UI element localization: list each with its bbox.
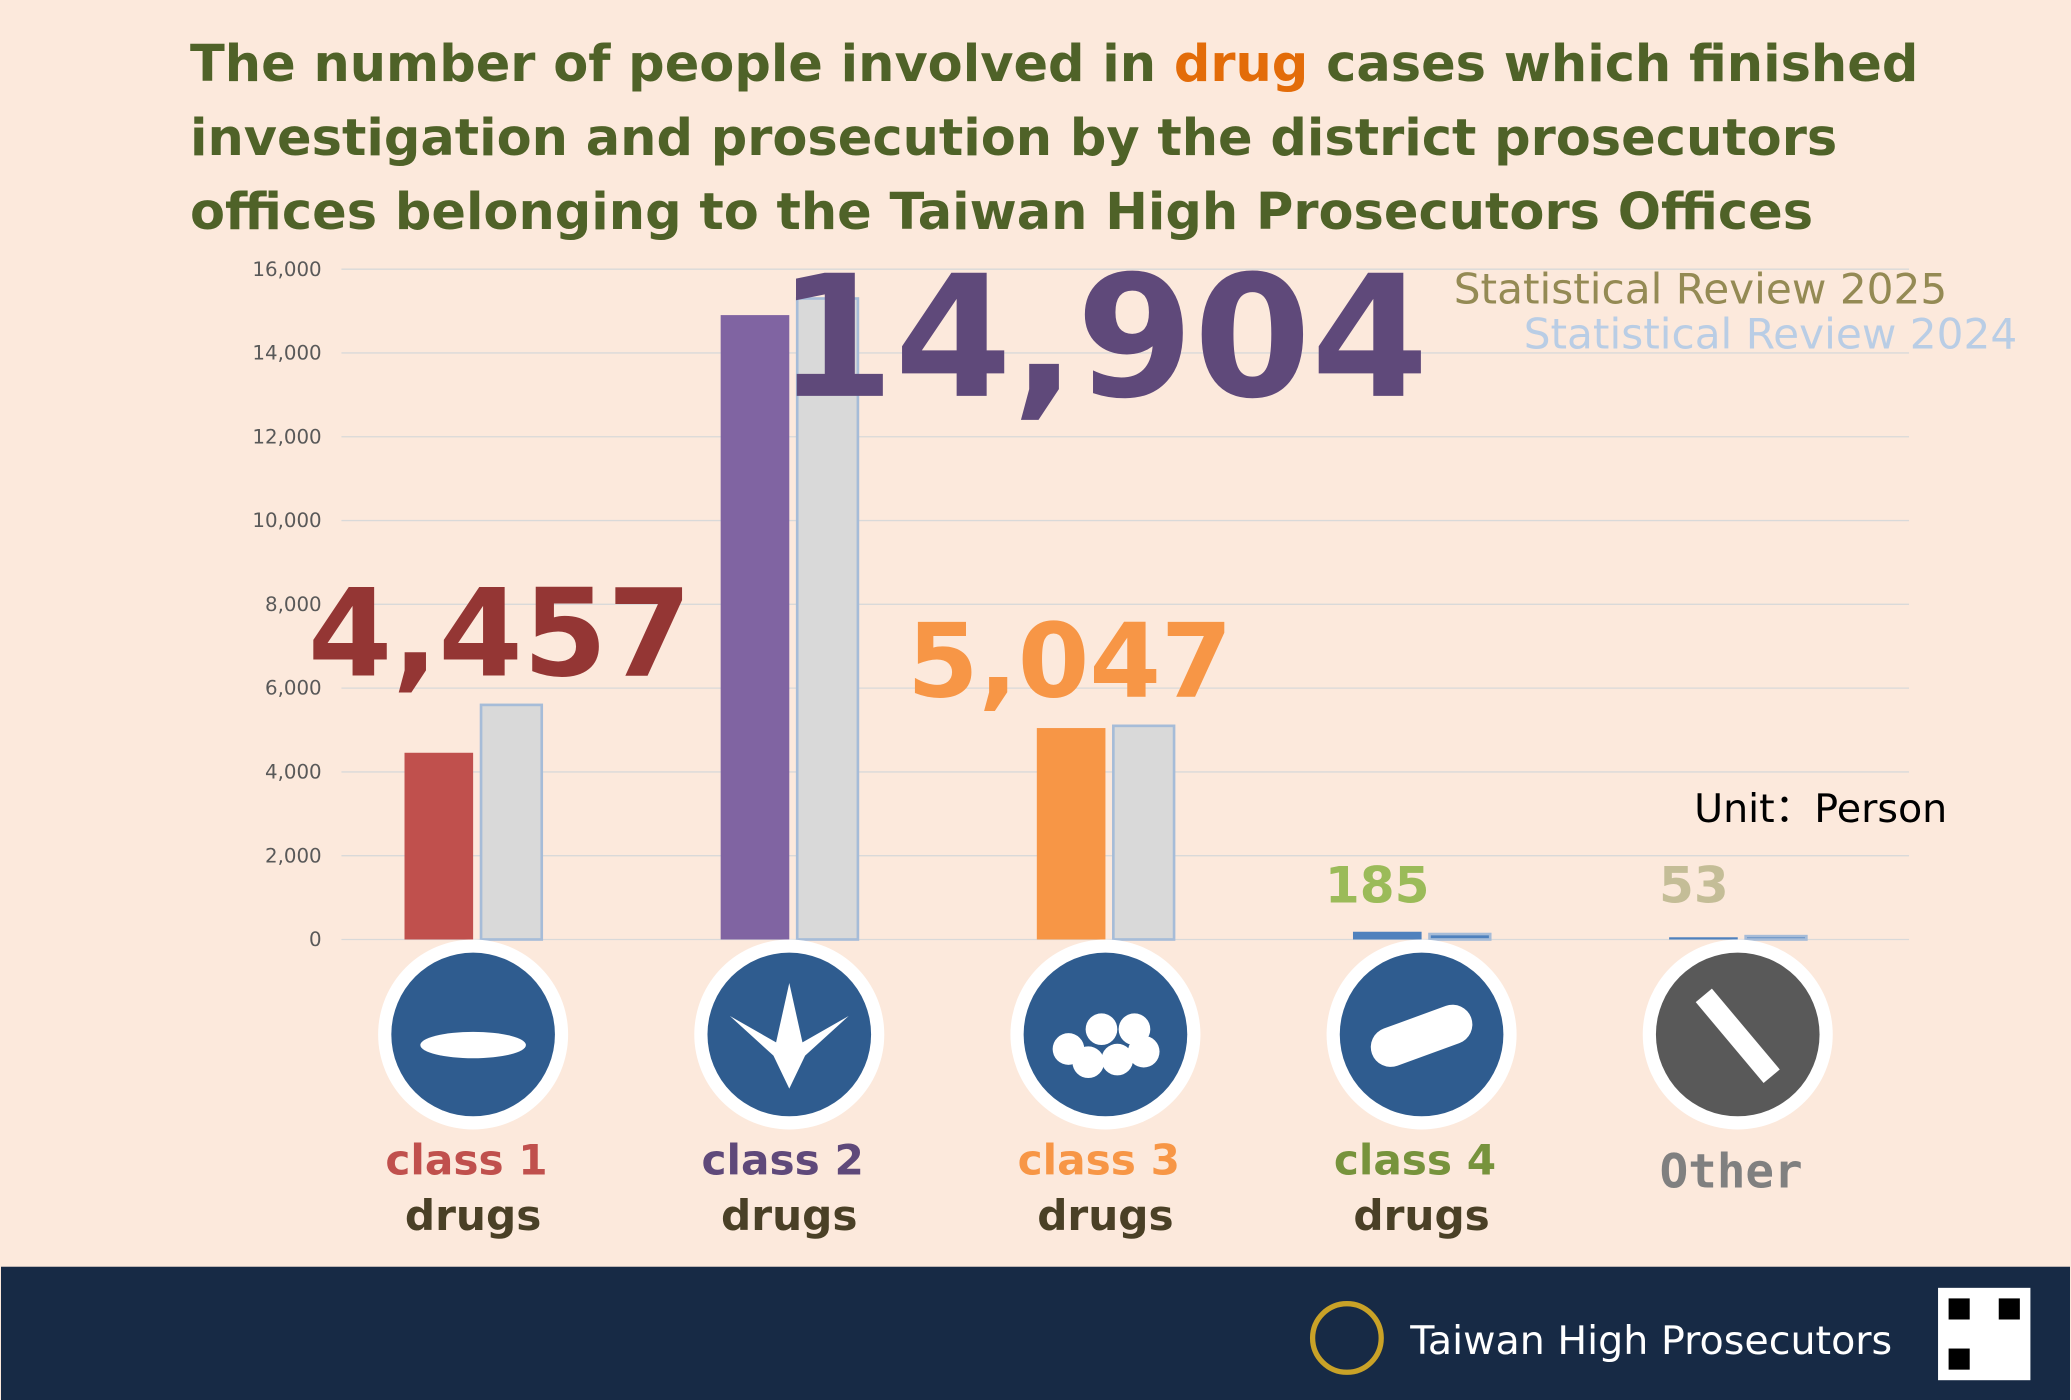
x-tick-label: class 3 (1018, 1135, 1180, 1184)
bar (1112, 724, 1176, 941)
chart-title: The number of people involved in drug ca… (190, 28, 1990, 250)
legend-entry: Statistical Review 2024 (1524, 309, 2018, 358)
value-label: 14,904 (777, 239, 1429, 436)
y-tick-label: 6,000 (265, 677, 322, 700)
bar (1744, 934, 1808, 941)
footer-text: Taiwan High Prosecutors (1409, 1318, 1892, 1364)
value-label: 5,047 (907, 602, 1233, 722)
y-tick-label: 2,000 (265, 844, 322, 867)
y-tick-label: 14,000 (252, 342, 321, 365)
y-tick-label: 4,000 (265, 761, 322, 784)
bar (1428, 932, 1492, 941)
bar (1352, 931, 1422, 940)
x-tick-label: Other (1660, 1145, 1803, 1200)
value-label: 4,457 (308, 563, 692, 705)
x-tick-label: class 1 (385, 1135, 547, 1184)
icon-shape (1370, 1004, 1473, 1067)
bar (795, 297, 860, 941)
bar (479, 703, 544, 941)
qr-code (1948, 1298, 1970, 1320)
qr-code (1998, 1298, 2020, 1320)
bar (1036, 728, 1106, 940)
icon-shape (420, 1031, 526, 1059)
x-tick-label: drugs (1353, 1191, 1489, 1240)
icon-shape (1072, 1046, 1105, 1079)
icon-shape (1695, 988, 1780, 1084)
y-tick-label: 12,000 (252, 425, 321, 448)
icon-shape (1101, 1043, 1134, 1076)
x-tick-label: drugs (405, 1191, 541, 1240)
icon-shape (1127, 1035, 1160, 1068)
unit-label: Unit：Person (1694, 786, 1947, 832)
bar (404, 752, 474, 940)
qr-code (1948, 1348, 1970, 1370)
y-tick-label: 10,000 (252, 509, 321, 532)
x-tick-label: drugs (721, 1191, 857, 1240)
legend-entry: Statistical Review 2025 (1454, 264, 1948, 313)
x-tick-label: drugs (1037, 1191, 1173, 1240)
y-tick-label: 0 (309, 928, 322, 951)
footer-bar (1, 1266, 2070, 1400)
bar (720, 315, 790, 940)
value-label: 185 (1325, 856, 1430, 915)
icon-shape (729, 983, 849, 1089)
title-part: cases which finished investigation and p… (190, 35, 1919, 242)
x-tick-label: class 2 (702, 1135, 864, 1184)
y-tick-label: 8,000 (265, 593, 322, 616)
title-part: The number of people involved in (190, 35, 1174, 94)
emblem (1309, 1301, 1384, 1375)
title-highlight: drug (1173, 35, 1309, 94)
icon-shape (1085, 1013, 1118, 1046)
x-tick-label: class 4 (1334, 1135, 1496, 1184)
bar (1669, 937, 1738, 940)
value-label: 53 (1659, 856, 1729, 915)
y-tick-label: 16,000 (252, 258, 321, 281)
